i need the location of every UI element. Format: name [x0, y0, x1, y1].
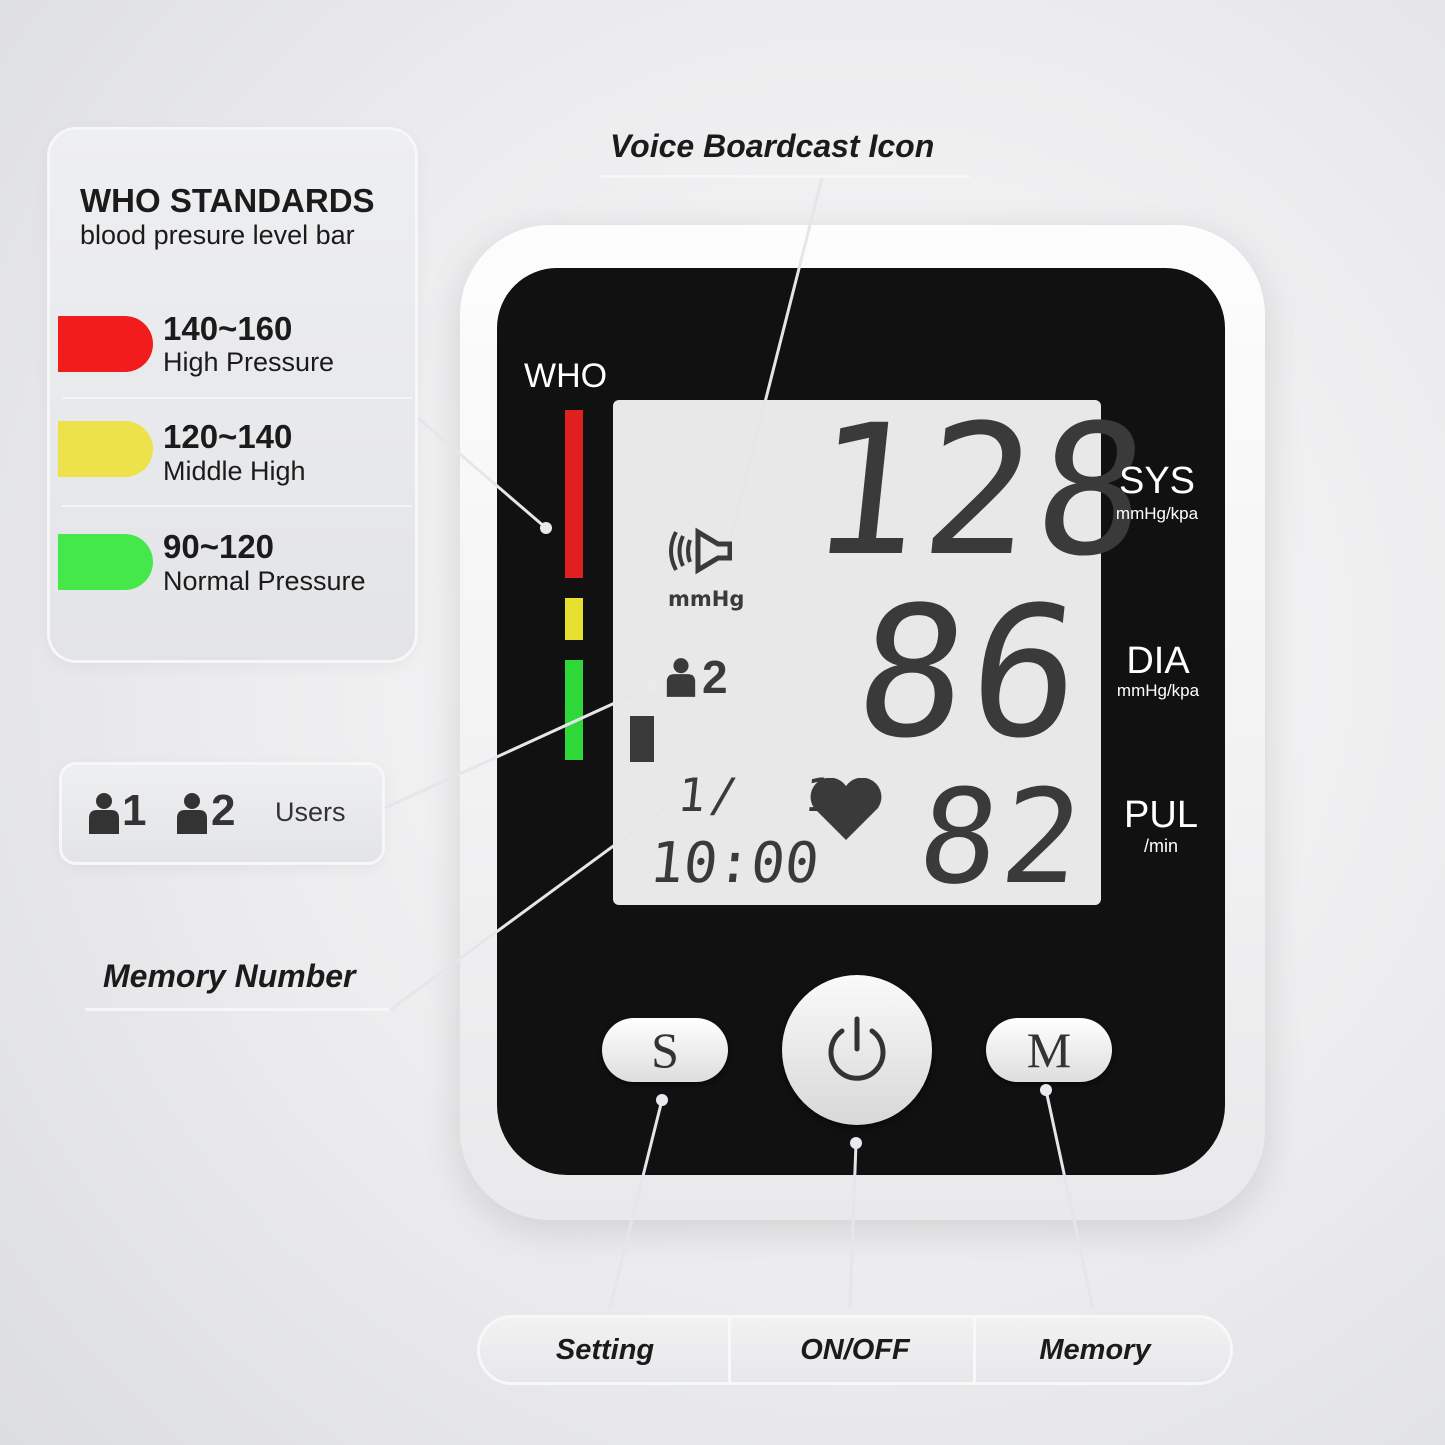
user-1-label: 1	[122, 786, 147, 835]
lcd-user-number: 2	[702, 651, 728, 703]
divider	[62, 397, 412, 399]
who-bar-red	[565, 410, 583, 578]
pul-unit: /min	[1143, 836, 1178, 856]
power-button[interactable]	[782, 975, 932, 1125]
legend-subtitle: blood presure level bar	[80, 220, 355, 250]
voice-broadcast-callout: Voice Boardcast Icon	[610, 128, 935, 164]
users-label: Users	[275, 797, 346, 827]
voice-broadcast-icon	[669, 527, 732, 575]
dia-label: DIA	[1126, 640, 1190, 682]
sys-unit: mmHg/kpa	[1115, 504, 1199, 523]
user-icon	[89, 793, 119, 834]
level-label-high: High Pressure	[163, 347, 335, 377]
level-swatch-middle	[58, 421, 153, 477]
sys-label: SYS	[1118, 460, 1196, 502]
level-range-middle: 120~140	[163, 418, 293, 455]
memory-number-callout: Memory Number	[103, 958, 356, 994]
setting-label: Setting	[555, 1334, 655, 1366]
bottom-label-bar: Setting ON/OFF Memory	[480, 1318, 1230, 1382]
heart-icon	[810, 778, 882, 840]
legend-title: WHO STANDARDS	[80, 182, 375, 219]
level-range-high: 140~160	[163, 310, 293, 347]
level-label-normal: Normal Pressure	[163, 566, 366, 596]
callout-underline	[85, 1008, 390, 1011]
divider	[973, 1318, 976, 1382]
onoff-label: ON/OFF	[800, 1334, 910, 1366]
divider	[62, 505, 412, 507]
level-swatch-high	[58, 316, 153, 372]
lcd-unit: mmHg	[668, 587, 745, 611]
dia-unit: mmHg/kpa	[1116, 681, 1200, 700]
power-icon	[828, 1016, 886, 1081]
lcd-memory-bar	[630, 716, 654, 762]
user-icon	[177, 793, 207, 834]
lcd-user-icon	[666, 658, 696, 697]
who-bar-green	[565, 660, 583, 760]
memory-button[interactable]: M	[986, 1018, 1112, 1082]
callout-underline	[600, 175, 970, 178]
level-swatch-normal	[58, 534, 153, 590]
setting-button[interactable]: S	[602, 1018, 728, 1082]
pul-label: PUL	[1124, 794, 1198, 836]
divider	[728, 1318, 731, 1382]
user-2-label: 2	[211, 786, 236, 835]
level-label-middle: Middle High	[163, 456, 306, 486]
memory-label: Memory	[1039, 1334, 1151, 1366]
level-range-normal: 90~120	[163, 528, 275, 565]
who-label: WHO	[524, 357, 608, 395]
who-bar-yellow	[565, 598, 583, 640]
